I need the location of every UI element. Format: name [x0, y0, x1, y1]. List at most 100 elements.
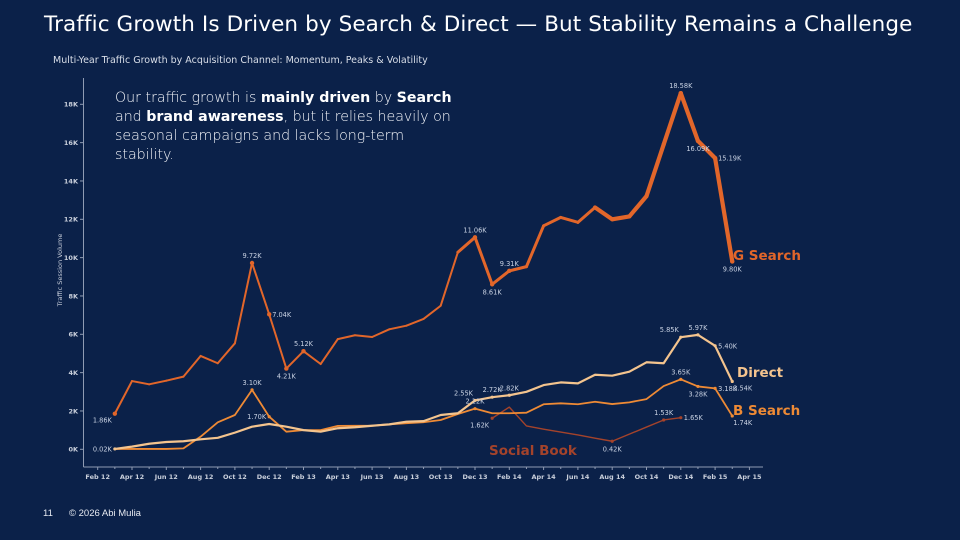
g-search-line-segment [592, 205, 615, 222]
g-search-line-segment [113, 380, 133, 415]
x-tick-label: Oct 12 [223, 473, 247, 481]
x-tick-label: Oct 14 [635, 473, 659, 481]
g-search-line-segment [251, 262, 271, 316]
insight-segment: Our traffic growth is [115, 90, 261, 106]
x-tick-label: Feb 15 [703, 473, 728, 481]
chart-title: Multi-Year Traffic Growth by Acquisition… [53, 55, 428, 66]
g-search-data-label: 8.61K [483, 288, 503, 296]
b-search-point-marker [473, 407, 477, 411]
x-tick-label: Apr 15 [737, 473, 762, 481]
g-search-line-segment [627, 194, 649, 219]
g-search-data-label: 7.04K [272, 311, 292, 319]
b-search-data-label: 2.12K [465, 398, 485, 406]
social-book-data-label: 1.62K [470, 421, 490, 429]
y-axis-title: Traffic Session Volume [56, 234, 64, 308]
b-search-data-label: 3.65K [671, 368, 691, 376]
g-search-line-segment [336, 334, 356, 341]
social-book-data-label: 0.42K [603, 445, 623, 453]
social-book-data-label: 1.53K [654, 409, 674, 417]
b-search-data-label: 1.74K [733, 419, 753, 427]
g-search-line-segment [233, 262, 254, 345]
b-search-data-label: 3.10K [243, 379, 263, 387]
direct-data-label: 5.40K [718, 342, 738, 350]
y-tick-label: 2K [68, 407, 79, 415]
g-search-line-segment [216, 342, 236, 365]
g-search-data-label: 5.12K [294, 340, 314, 348]
direct-point-marker [113, 447, 117, 451]
social-book-point-marker [662, 418, 666, 422]
direct-point-marker [730, 379, 734, 384]
g-search-point-marker [301, 348, 306, 354]
g-search-line-segment [405, 317, 425, 327]
x-tick-label: Aug 12 [188, 473, 214, 481]
g-search-data-label: 15.19K [718, 155, 742, 163]
insight-text: Our traffic growth is mainly driven by S… [115, 89, 460, 165]
g-search-point-marker [472, 235, 478, 240]
g-search-data-label: 18.58K [669, 82, 693, 90]
g-search-point-marker [712, 155, 718, 161]
b-search-series-label: B Search [733, 403, 800, 419]
direct-point-marker [696, 333, 700, 337]
x-tick-label: Apr 13 [326, 473, 350, 481]
b-search-data-label: 3.28K [688, 390, 708, 398]
g-search-line-segment [524, 224, 546, 269]
g-search-data-label: 9.72K [243, 252, 263, 260]
direct-series-label: Direct [737, 365, 784, 381]
x-tick-label: Dec 14 [668, 473, 693, 481]
social-book-point-marker [679, 416, 683, 420]
direct-point-marker [507, 393, 511, 397]
g-search-data-label: 9.80K [723, 265, 743, 273]
social-book-series-label: Social Book [489, 443, 578, 459]
g-search-line-segment [644, 142, 666, 199]
chart-series-labels: G Search Direct B Search Social Book [489, 248, 801, 459]
social-book-point-marker [610, 439, 614, 443]
g-search-line-segment [165, 375, 185, 382]
x-tick-label: Apr 14 [531, 473, 556, 481]
direct-data-label: 2.82K [500, 384, 520, 392]
copyright: © 2026 Abi Mulia [69, 508, 141, 519]
g-search-line-segment [678, 91, 701, 144]
g-search-line-segment [422, 304, 442, 320]
g-search-data-label: 4.21K [277, 373, 297, 381]
g-search-series-label: G Search [733, 248, 801, 264]
y-tick-label: 0K [68, 446, 79, 454]
g-search-line-segment [353, 334, 374, 338]
g-search-line-segment [302, 350, 322, 366]
insight-emphasis: Search [396, 90, 452, 106]
slide-title: Traffic Growth Is Driven by Search & Dir… [44, 12, 913, 37]
direct-point-marker [490, 395, 494, 399]
x-tick-label: Aug 13 [394, 473, 420, 481]
page-number: 11 [43, 508, 53, 519]
insight-segment: , but it relies heavily on seasonal camp… [115, 109, 451, 163]
direct-point-marker [679, 335, 683, 339]
x-tick-label: Dec 12 [257, 473, 282, 481]
g-search-point-marker [489, 282, 495, 287]
g-search-line-segment [695, 138, 718, 161]
social-book-line [491, 406, 682, 442]
g-search-line-segment [473, 235, 494, 286]
g-search-point-marker [267, 312, 272, 317]
g-search-data-label: 11.06K [463, 226, 487, 234]
g-search-line-segment [268, 313, 288, 370]
chart-series [112, 90, 735, 451]
y-tick-label: 18K [64, 101, 79, 109]
direct-data-label: 5.85K [660, 326, 680, 334]
g-search-line-segment [576, 205, 597, 224]
y-tick-label: 14K [64, 177, 79, 185]
direct-data-label: 0.02K [93, 445, 113, 453]
direct-point-marker [473, 398, 477, 403]
b-search-point-marker [679, 377, 683, 381]
direct-line [113, 333, 734, 451]
y-tick-label: 8K [68, 292, 79, 300]
g-search-line-segment [507, 265, 528, 273]
y-tick-label: 6K [68, 331, 79, 339]
direct-data-label: 3.54K [733, 384, 753, 392]
x-tick-label: Feb 13 [291, 473, 316, 481]
b-search-data-label: 1.70K [247, 413, 267, 421]
g-search-line-segment [559, 215, 580, 224]
g-search-line-segment [490, 269, 511, 286]
b-search-point-marker [713, 386, 717, 390]
g-search-data-label: 1.86K [93, 417, 113, 425]
x-tick-label: Oct 13 [429, 473, 453, 481]
y-tick-label: 4K [68, 369, 79, 377]
